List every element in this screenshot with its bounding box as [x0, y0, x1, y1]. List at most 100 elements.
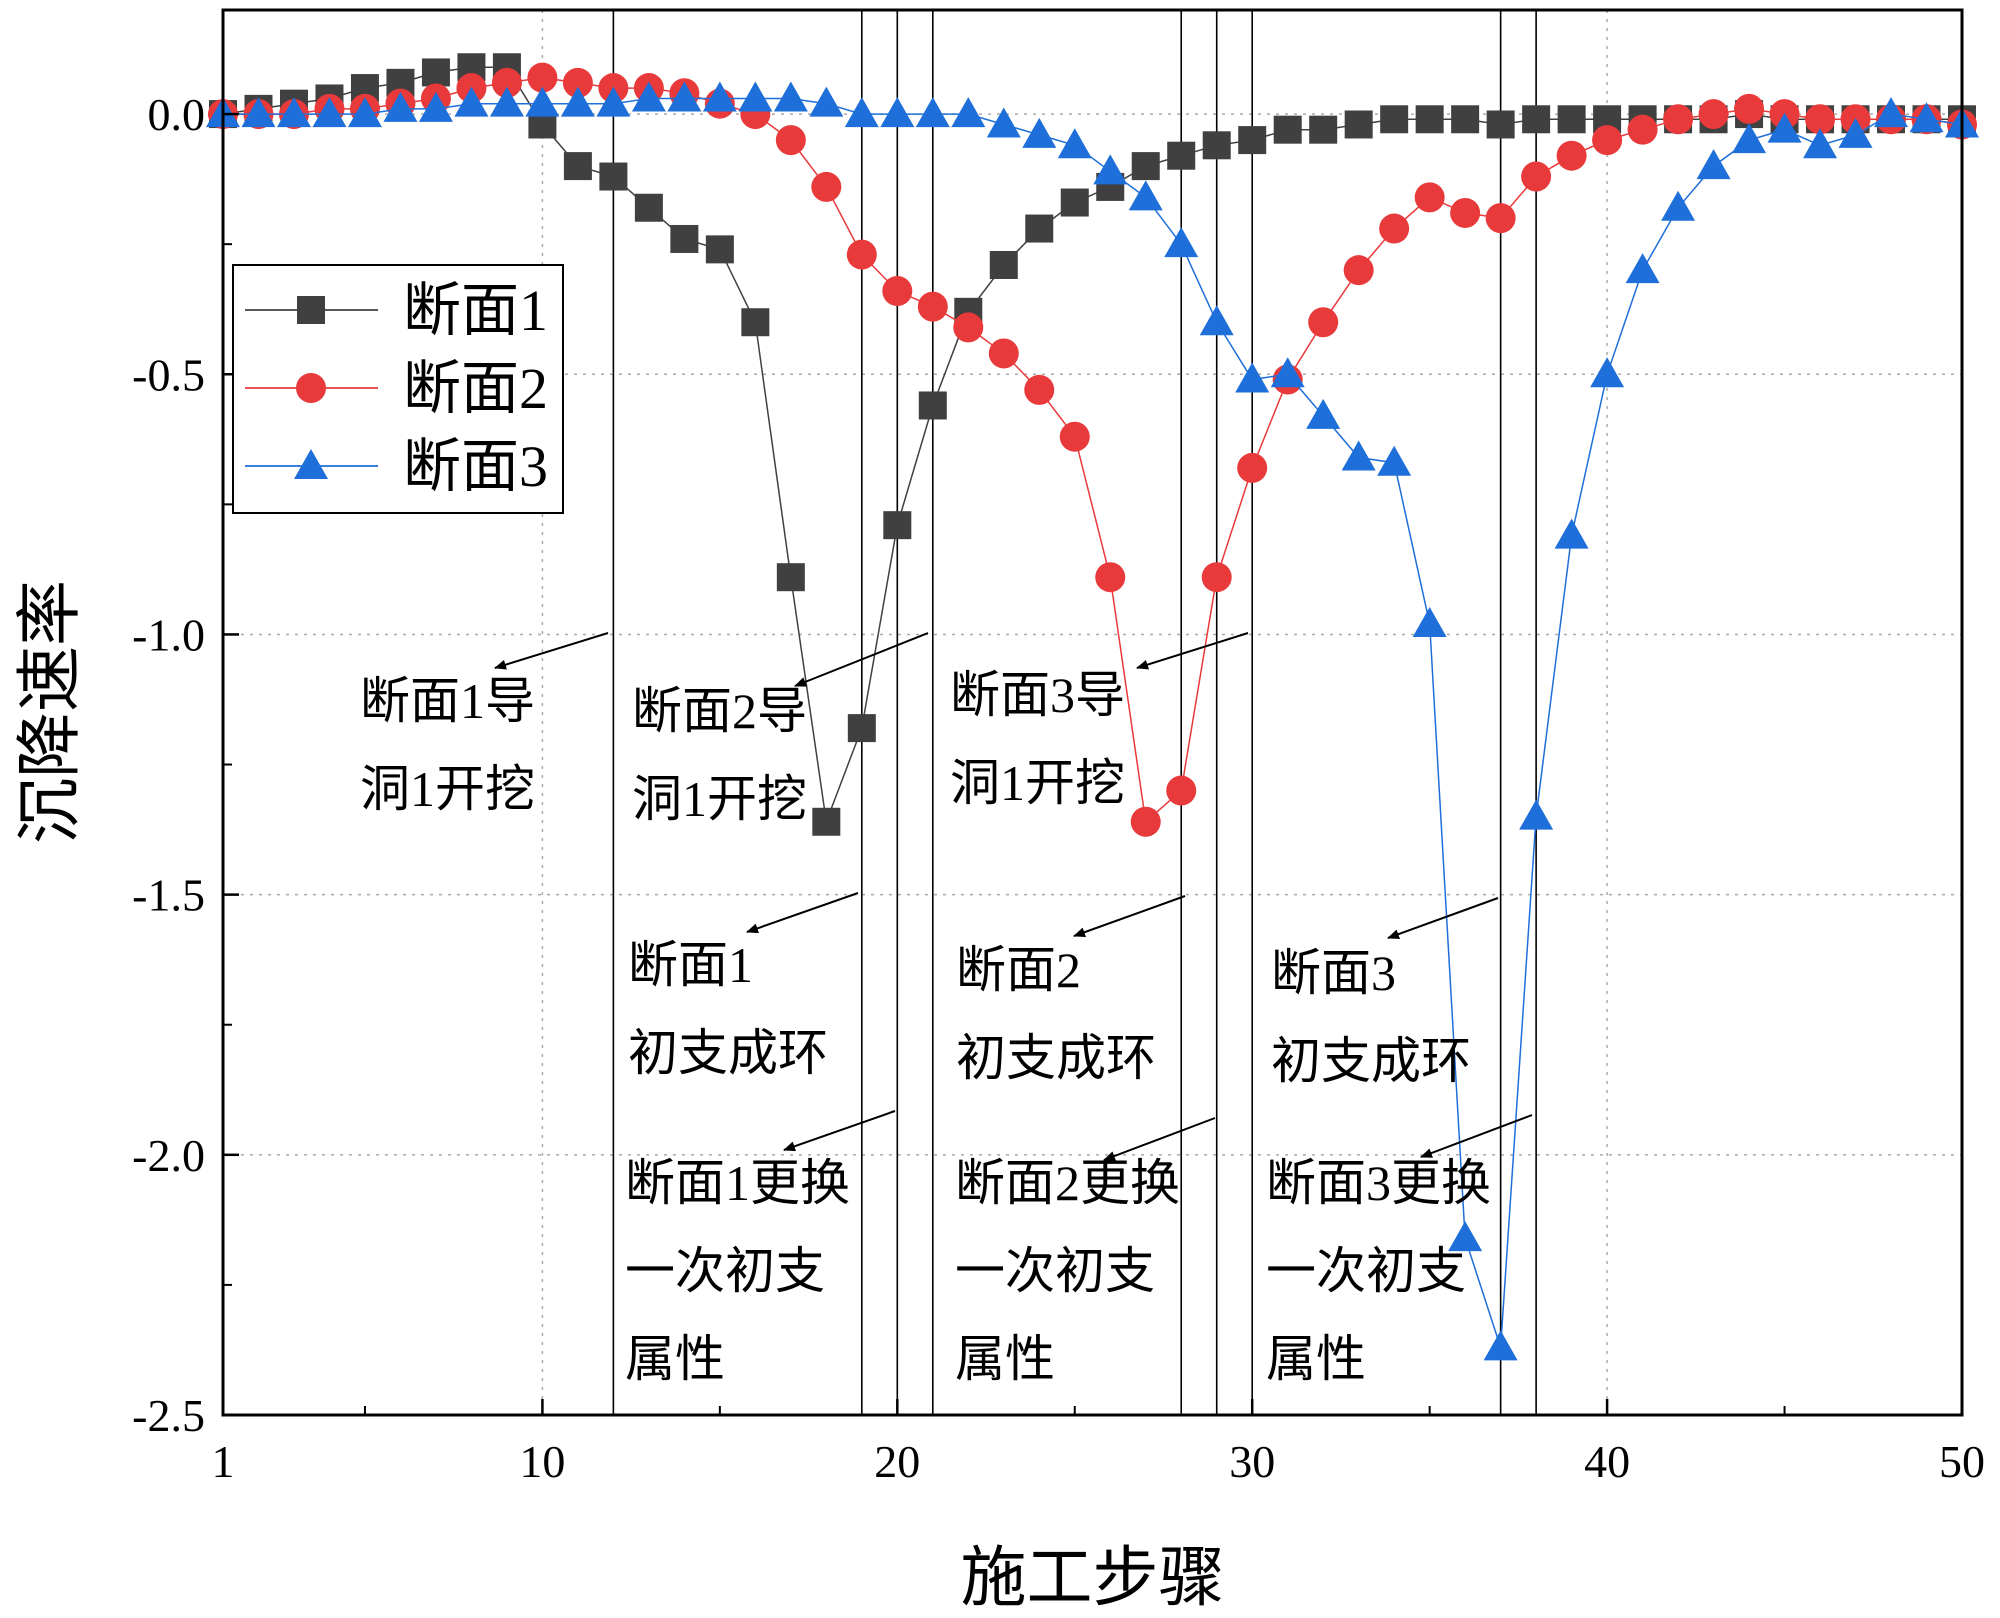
data-point: [953, 312, 984, 343]
annotation-a6: 断面3 初支成环: [1271, 897, 1499, 1089]
legend-item-1: 断面1: [245, 278, 548, 343]
data-point: [1059, 421, 1090, 452]
plot-frame: [221, 8, 1964, 1417]
data-point: [1448, 1221, 1483, 1252]
data-point: [1093, 154, 1128, 185]
x-tick-label: 1: [212, 1436, 235, 1487]
legend-label: 断面3: [403, 434, 548, 499]
data-point: [634, 193, 663, 222]
data-point: [1803, 128, 1838, 159]
data-point: [525, 86, 560, 117]
data-point: [883, 511, 912, 540]
data-point: [1414, 182, 1445, 213]
annotation-text: 断面1导: [360, 673, 535, 729]
annotation-arrow: [794, 632, 929, 687]
data-point: [1767, 112, 1802, 143]
data-point: [738, 81, 773, 112]
x-tick-label: 50: [1939, 1436, 1985, 1487]
data-point: [917, 291, 948, 322]
annotation-text: 洞1开挖: [360, 761, 535, 817]
data-point: [312, 97, 347, 128]
annotation-text: 断面3导: [950, 667, 1125, 723]
data-point: [988, 338, 1019, 369]
annotation-arrow: [1073, 895, 1186, 937]
data-point: [1838, 117, 1873, 148]
data-point: [773, 81, 808, 112]
y-tick-label: -1.0: [132, 609, 205, 660]
data-point: [1909, 102, 1944, 133]
data-point: [1556, 140, 1587, 171]
data-point: [702, 81, 737, 112]
data-point: [809, 86, 844, 117]
data-point: [1130, 806, 1161, 837]
data-point: [1270, 357, 1305, 388]
data-point: [812, 807, 841, 836]
x-tick-label: 10: [519, 1436, 565, 1487]
annotation-text: 洞1开挖: [632, 771, 807, 827]
y-tick-label: -2.5: [132, 1390, 205, 1441]
data-point: [241, 97, 276, 128]
data-point: [527, 62, 558, 93]
data-point: [1057, 128, 1092, 159]
data-point: [1024, 374, 1055, 405]
data-point: [1521, 161, 1552, 192]
data-point: [1235, 362, 1270, 393]
data-point: [1486, 110, 1515, 139]
data-point: [1022, 117, 1057, 148]
data-point: [1166, 775, 1197, 806]
x-axis-title: 施工步骤: [961, 1542, 1225, 1615]
data-point: [1412, 607, 1447, 638]
annotation-a5: 断面2 初支成环: [956, 895, 1186, 1086]
x-tick-label: 30: [1229, 1436, 1275, 1487]
data-point: [1805, 104, 1836, 135]
data-point: [1451, 105, 1480, 134]
series-3: [206, 81, 1979, 1361]
annotation-text: 初支成环: [628, 1025, 828, 1081]
data-point: [1696, 149, 1731, 180]
data-point: [846, 239, 877, 270]
data-point: [1344, 110, 1373, 139]
data-point: [1732, 123, 1767, 154]
x-tick-label: 20: [874, 1436, 920, 1487]
annotation-text: 断面3: [1271, 945, 1396, 1001]
data-point: [847, 714, 876, 743]
legend-marker: [296, 373, 326, 403]
data-point: [347, 97, 382, 128]
data-point: [705, 235, 734, 264]
annotation-arrow: [1387, 897, 1499, 939]
annotation-arrow: [494, 632, 609, 670]
annotation-arrow: [1420, 1114, 1533, 1158]
y-tick-label: -2.0: [132, 1130, 205, 1181]
data-point: [1060, 188, 1089, 217]
data-point: [1625, 253, 1660, 284]
y-tick-label: -0.5: [132, 349, 205, 400]
annotation-text: 一次初支: [625, 1243, 825, 1299]
data-point: [563, 152, 592, 181]
data-point: [560, 86, 595, 117]
data-point: [811, 171, 842, 202]
annotation-arrow: [1103, 1117, 1216, 1161]
annotation-text: 一次初支: [955, 1243, 1155, 1299]
data-point: [1485, 203, 1516, 234]
annotation-text: 断面2更换: [955, 1155, 1180, 1211]
data-point: [1734, 93, 1765, 124]
data-point: [667, 81, 702, 112]
data-point: [562, 67, 593, 98]
data-point: [951, 97, 986, 128]
data-point: [1238, 126, 1267, 155]
data-point: [1592, 125, 1623, 156]
data-point: [1483, 1330, 1518, 1361]
data-point: [775, 125, 806, 156]
data-point: [1095, 562, 1126, 593]
legend-label: 断面2: [403, 356, 548, 421]
annotation-text: 断面1更换: [625, 1155, 850, 1211]
y-tick-label: -1.5: [132, 870, 205, 921]
annotation-text: 属性: [625, 1331, 725, 1387]
legend-marker: [294, 449, 328, 479]
data-point: [1698, 99, 1729, 130]
annotation-text: 初支成环: [1271, 1033, 1471, 1089]
